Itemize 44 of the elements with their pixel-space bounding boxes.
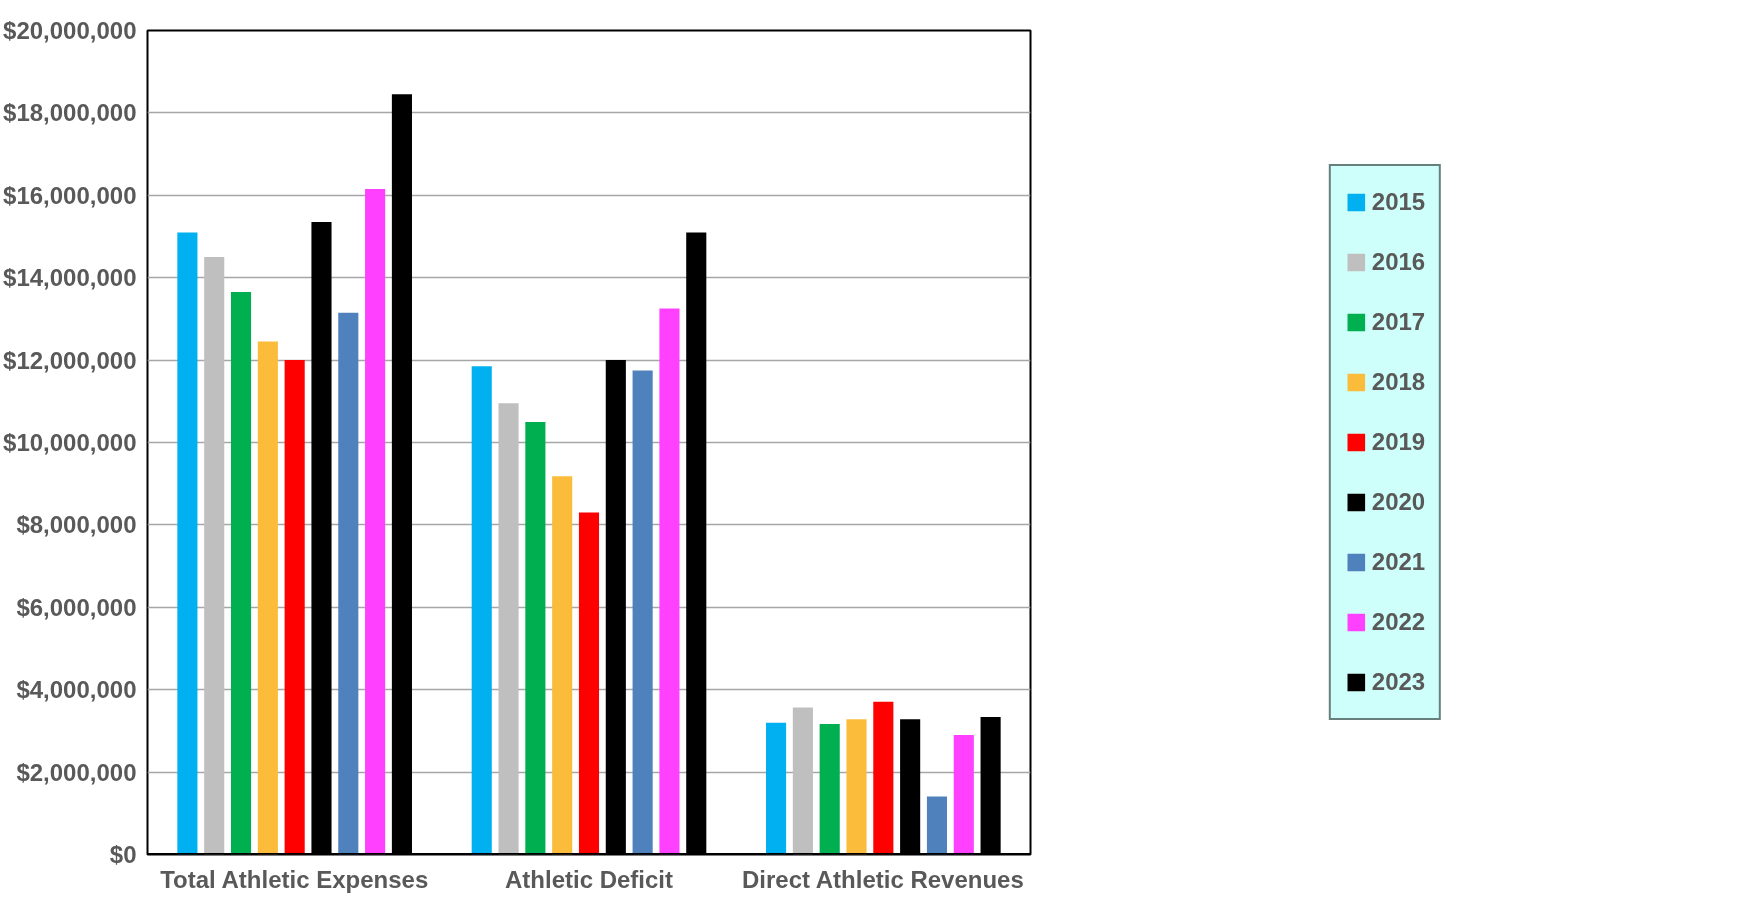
bar bbox=[659, 308, 680, 855]
legend-label: 2015 bbox=[1371, 187, 1426, 217]
legend-label: 2020 bbox=[1371, 487, 1426, 517]
y-tick-label: $2,000,000 bbox=[16, 758, 137, 786]
bar bbox=[365, 189, 386, 855]
y-tick-label: $8,000,000 bbox=[16, 511, 137, 539]
bar bbox=[230, 292, 252, 855]
y-tick-label: $4,000,000 bbox=[16, 676, 137, 704]
legend-label: 2023 bbox=[1371, 667, 1426, 697]
bar bbox=[257, 341, 278, 855]
bar bbox=[498, 403, 519, 855]
bar bbox=[766, 722, 787, 855]
y-tick-label: $0 bbox=[109, 841, 137, 868]
legend-label: 2017 bbox=[1371, 307, 1426, 337]
x-tick-label: Total Athletic Expenses bbox=[160, 865, 429, 893]
legend-label: 2021 bbox=[1371, 547, 1426, 577]
legend-label: 2016 bbox=[1371, 247, 1426, 277]
legend-label: 2019 bbox=[1371, 427, 1426, 457]
y-tick-label: $6,000,000 bbox=[16, 593, 137, 621]
bar bbox=[578, 512, 600, 855]
bar bbox=[632, 370, 653, 855]
y-tick-label: $20,000,000 bbox=[3, 17, 137, 44]
bar bbox=[926, 796, 948, 855]
y-tick-label: $12,000,000 bbox=[3, 346, 137, 374]
bar bbox=[552, 476, 573, 855]
bar bbox=[953, 735, 974, 855]
bar bbox=[204, 257, 225, 855]
bar bbox=[177, 232, 198, 855]
bar bbox=[819, 723, 840, 855]
legend-label: 2018 bbox=[1371, 367, 1426, 397]
bar bbox=[792, 707, 813, 855]
y-tick-label: $18,000,000 bbox=[3, 99, 137, 127]
bar bbox=[338, 312, 359, 855]
legend-label: 2022 bbox=[1371, 607, 1426, 637]
bar bbox=[846, 719, 867, 855]
x-tick-label: Athletic Deficit bbox=[504, 865, 674, 893]
bar bbox=[284, 360, 305, 855]
y-tick-label: $16,000,000 bbox=[3, 181, 137, 209]
bar bbox=[525, 421, 546, 855]
y-tick-label: $14,000,000 bbox=[3, 264, 137, 292]
bar bbox=[873, 701, 894, 855]
bar bbox=[471, 366, 492, 855]
x-tick-label: Direct Athletic Revenues bbox=[741, 865, 1024, 893]
y-tick-label: $10,000,000 bbox=[3, 429, 137, 456]
